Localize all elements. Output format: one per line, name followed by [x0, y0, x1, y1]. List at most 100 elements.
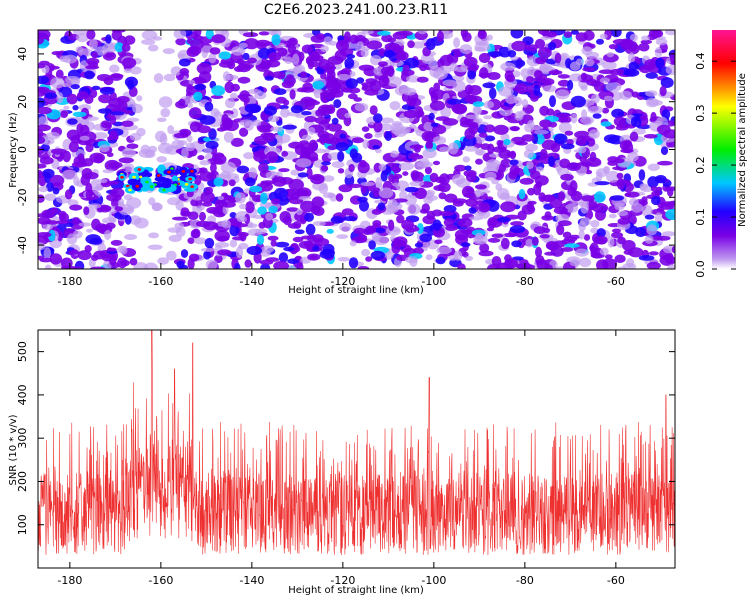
spectrogram-blob: [267, 235, 279, 241]
spectrogram-blob: [357, 196, 368, 203]
spectrogram-blob: [440, 106, 452, 118]
spectrogram-blob: [124, 214, 132, 225]
spectrogram-blob: [593, 235, 608, 245]
spectrogram-blob: [288, 37, 298, 46]
spectrogram-blob: [651, 30, 659, 39]
spectrogram-blob: [557, 74, 570, 79]
spectrogram-blob: [578, 221, 587, 232]
spectrogram-blob: [454, 229, 469, 241]
spectrogram-blob: [337, 257, 351, 262]
spectrogram-blob: [123, 194, 133, 201]
spectrogram-blob: [448, 142, 459, 155]
spectrogram-blob: [588, 199, 595, 211]
spectrogram-blob: [239, 127, 249, 137]
spectrogram-blob: [603, 95, 614, 102]
spectrogram-blob: [265, 212, 273, 221]
spectrogram-blob: [395, 51, 409, 61]
spectrogram-blob: [570, 113, 578, 124]
spectrogram-blob: [61, 169, 78, 180]
spectrogram-y-tick-label: 40: [16, 47, 29, 61]
spectrogram-blob: [665, 30, 675, 36]
spectrogram-blob: [656, 235, 671, 241]
spectrogram-blob: [627, 152, 639, 162]
spectrogram-blob: [186, 47, 200, 58]
spectrogram-blob: [500, 201, 517, 213]
spectrogram-blob: [457, 218, 473, 228]
spectrogram-blob: [345, 78, 358, 89]
spectrogram-blob: [641, 196, 648, 204]
spectrogram-blob: [614, 254, 626, 263]
spectrogram-blob: [273, 88, 287, 95]
spectrogram-blob: [39, 156, 54, 165]
spectrogram-blob: [509, 164, 520, 176]
spectrogram-blob: [296, 208, 303, 216]
spectrogram-blob: [233, 223, 249, 228]
spectrogram-blob: [192, 76, 205, 83]
spectrogram-blob: [598, 69, 614, 74]
spectrogram-blob: [518, 188, 526, 200]
spectrogram-blob: [316, 138, 333, 144]
spectrogram-blob: [377, 61, 388, 67]
spectrogram-blob: [488, 87, 497, 100]
spectrogram-blob: [361, 248, 371, 257]
spectrogram-blob: [85, 234, 101, 245]
spectrogram-blob: [541, 237, 558, 243]
spectrogram-blob: [599, 77, 611, 84]
spectrogram-blob: [309, 100, 321, 106]
spectrogram-blob: [256, 234, 265, 246]
spectrogram-blob: [465, 255, 473, 261]
spectrogram-blob: [521, 204, 536, 215]
snr-panel: -180 -160 -140 -120 -100 -80 -60 100 200 300 400 5…: [8, 329, 676, 596]
snr-y-tick-label: 100: [16, 514, 29, 535]
spectrogram-blob: [157, 257, 169, 265]
spectrogram-blob: [581, 46, 593, 56]
spectrogram-blob: [110, 73, 124, 79]
spectrogram-blob: [196, 62, 212, 75]
spectrogram-blob: [641, 35, 650, 41]
spectrogram-blob: [38, 242, 46, 251]
spectrogram-blob: [445, 225, 458, 232]
spectrogram-blob: [118, 157, 134, 164]
spectrogram-blob: [362, 139, 369, 149]
spectrogram-blob: [484, 171, 497, 181]
spectrogram-blob: [42, 168, 55, 179]
spectrogram-blob: [203, 147, 213, 154]
spectrogram-blob: [211, 34, 226, 44]
spectrogram-blob: [295, 158, 312, 168]
spectrogram-blob: [425, 254, 433, 261]
spectrogram-blob: [63, 105, 70, 110]
spectrogram-blob: [515, 141, 528, 146]
spectrogram-blob: [574, 248, 590, 257]
spectrogram-blob: [281, 150, 289, 157]
spectrogram-blob: [258, 148, 266, 160]
spectrogram-blob: [483, 115, 493, 120]
spectrogram-blob: [398, 162, 414, 171]
spectrogram-blob: [217, 249, 232, 256]
spectrogram-blob: [326, 228, 334, 234]
spectrogram-blob: [151, 202, 163, 211]
spectrogram-blob: [460, 242, 471, 248]
spectrogram-blob: [43, 247, 51, 259]
spectrogram-blob: [407, 203, 421, 215]
spectrogram-blob: [619, 90, 633, 101]
spectrogram-blob: [109, 92, 117, 101]
spectrogram-blob: [386, 76, 402, 87]
spectrogram-blob: [554, 52, 562, 64]
spectrogram-blob: [606, 51, 614, 58]
spectrogram-blob: [514, 82, 528, 94]
spectrogram-blob: [442, 79, 457, 87]
spectrogram-blob: [372, 220, 382, 227]
spectrogram-blob: [360, 234, 368, 241]
spectrogram-blob: [239, 232, 247, 242]
spectrogram-blob: [75, 46, 84, 53]
spectrogram-blob: [525, 143, 538, 152]
spectrogram-blob: [343, 31, 351, 43]
spectrogram-blob: [645, 72, 658, 79]
spectrogram-blob: [500, 237, 510, 250]
spectrogram-blob: [304, 212, 314, 222]
spectrogram-blob: [289, 193, 300, 200]
spectrogram-blob: [68, 141, 79, 153]
spectrogram-blob: [284, 56, 293, 64]
spectrogram-blob: [660, 201, 675, 207]
spectrogram-blob: [242, 32, 259, 38]
